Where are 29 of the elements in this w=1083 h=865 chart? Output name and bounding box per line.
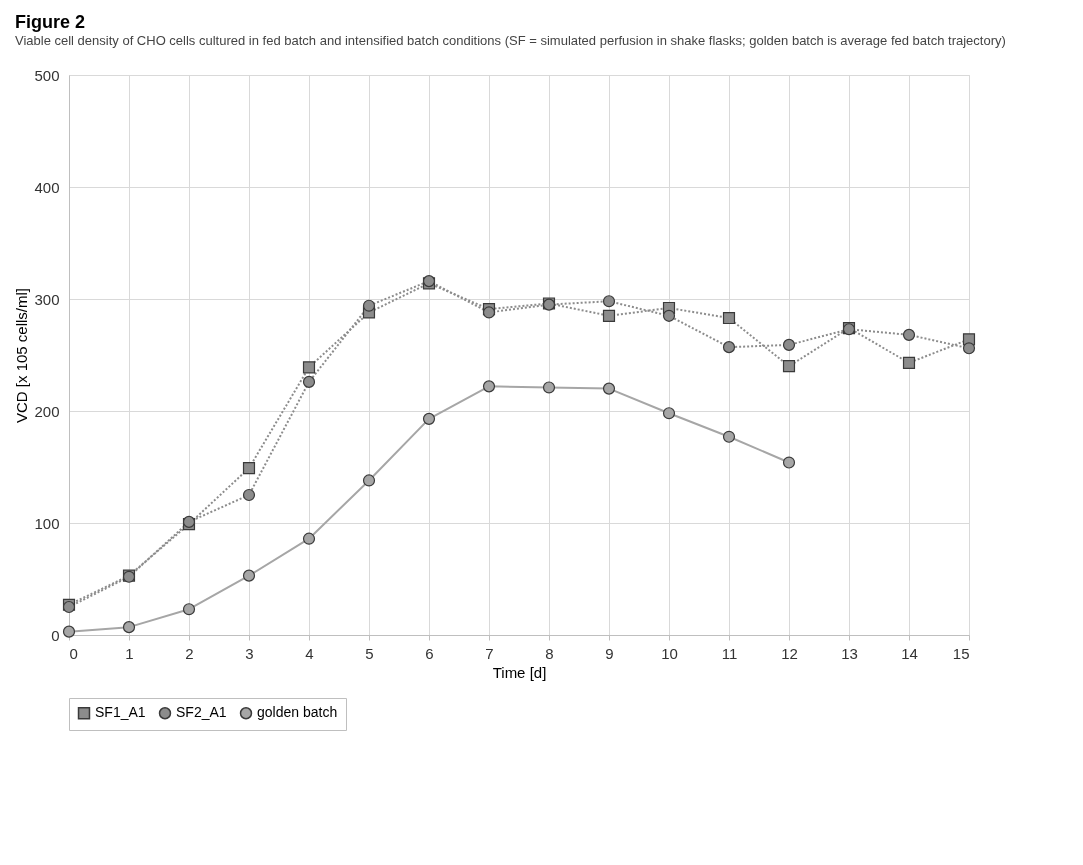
x-tick-label: 3 (245, 644, 254, 662)
y-tick-label: 500 (34, 66, 60, 84)
x-tick-label: 7 (485, 644, 494, 662)
x-tick-label: 4 (305, 644, 314, 662)
x-tick-label: 13 (841, 644, 858, 662)
x-tick-label: 5 (365, 644, 374, 662)
legend-label: golden batch (257, 704, 338, 721)
y-tick-label: 0 (51, 626, 60, 644)
x-tick-label: 8 (545, 644, 554, 662)
x-tick-label: 14 (901, 644, 918, 662)
chart-subtitle: Viable cell density of CHO cells cultured in fed batch and intensified batch conditions (SF = simulated perfusion in shake flasks; golden batch is average fed batch trajectory) (14, 33, 1006, 48)
x-tick-label: 11 (721, 644, 738, 662)
x-tick-label: 2 (185, 644, 194, 662)
x-tick-label: 6 (425, 644, 434, 662)
y-tick-label: 100 (34, 514, 60, 532)
chart-title: Figure 2 (14, 12, 85, 32)
x-tick-label: 12 (781, 644, 798, 662)
legend-label: SF2_A1 (176, 704, 227, 721)
x-axis-title: Time [d] (492, 663, 547, 681)
x-tick-label: 10 (661, 644, 678, 662)
legend-label: SF1_A1 (95, 704, 146, 721)
y-tick-label: 400 (34, 178, 60, 196)
y-tick-label: 200 (34, 402, 60, 420)
x-tick-label: 1 (125, 644, 134, 662)
x-tick-label: 9 (605, 644, 614, 662)
y-tick-label: 300 (34, 290, 60, 308)
y-axis-title: VCD [x 105 cells/ml] (13, 287, 31, 424)
x-tick-label: 0 (69, 644, 78, 662)
x-tick-label: 15 (952, 644, 970, 662)
